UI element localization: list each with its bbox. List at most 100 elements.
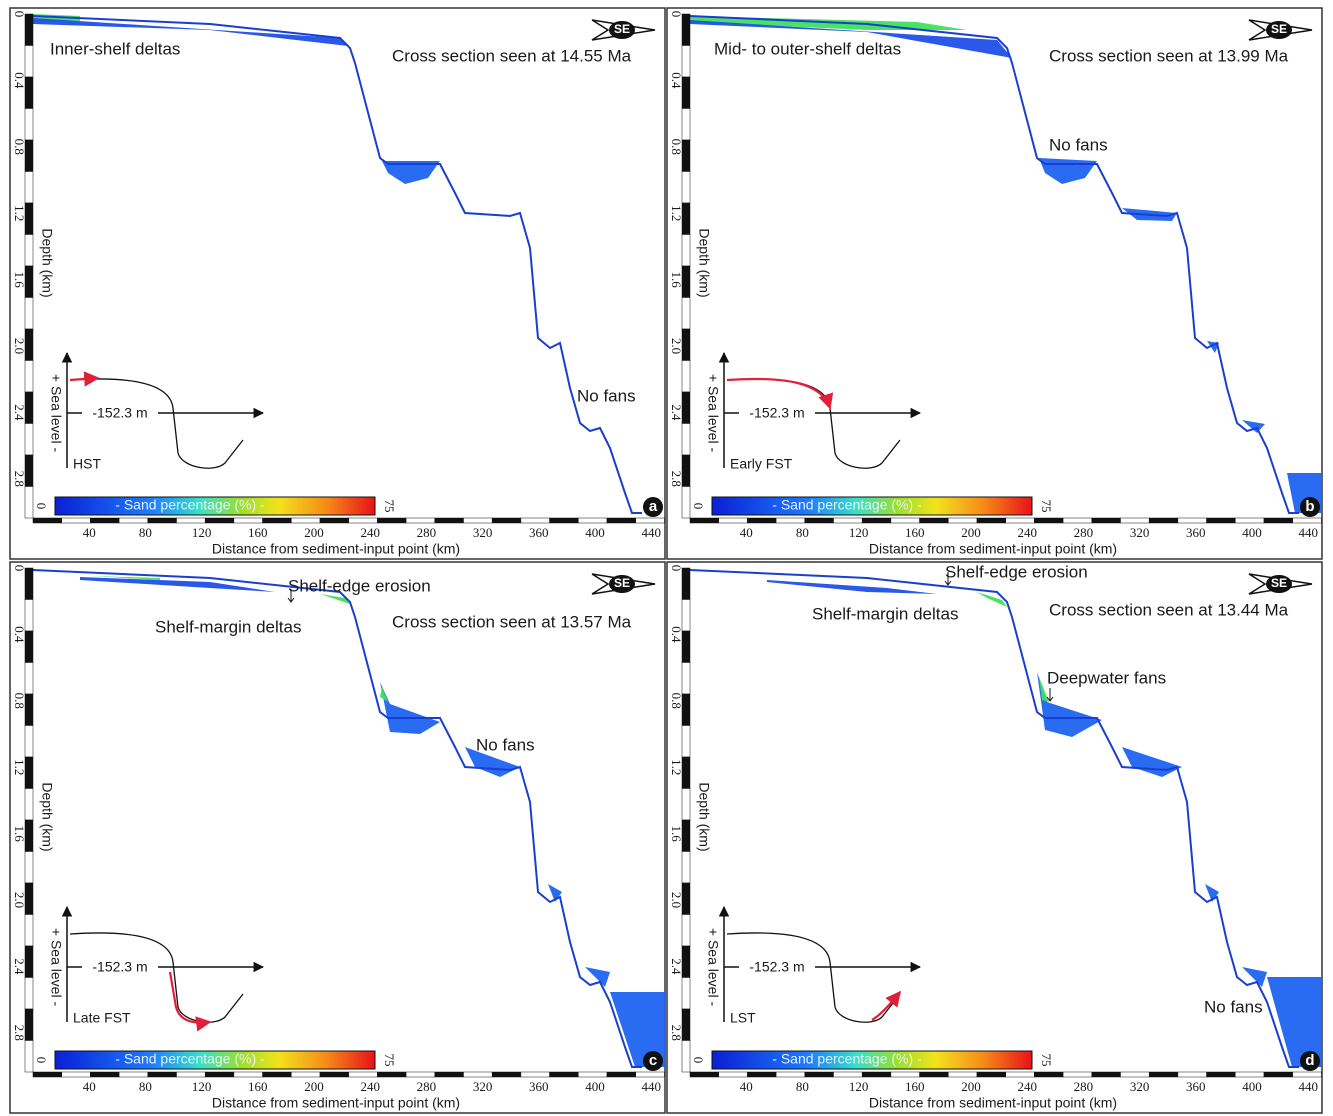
compass-label: SE — [614, 576, 630, 590]
distance-strip — [1177, 517, 1207, 524]
sand-body — [382, 161, 440, 184]
distance-strip — [549, 1071, 579, 1078]
distance-tick-label: 440 — [641, 525, 661, 540]
depth-strip — [681, 1040, 691, 1073]
sea-level-trend — [168, 971, 212, 1032]
seafloor-profile — [689, 15, 1299, 514]
distance-strip — [348, 1071, 378, 1078]
distance-strip — [861, 1071, 892, 1078]
distance-strip — [1177, 1071, 1207, 1078]
depth-tick-label: 2.8 — [12, 471, 27, 487]
colorbar-label: - Sand percentage (%) - — [115, 1051, 265, 1067]
depth-tick-label: 1.6 — [12, 271, 27, 288]
distance-tick-label: 440 — [641, 1079, 661, 1094]
sand-body — [380, 682, 440, 734]
datum-bg — [82, 405, 158, 421]
distance-strip — [606, 517, 636, 524]
depth-strip — [24, 914, 34, 947]
colorbar-label: - Sand percentage (%) - — [115, 497, 265, 513]
distance-tick-label: 80 — [796, 1079, 809, 1094]
depth-strip — [681, 423, 691, 456]
depth-tick-label: 2.0 — [669, 892, 684, 908]
panel: 0 0.4 0.8 1.2 1.6 2.0 2.4 2.8 Depth (km) 40 80 120 1… — [9, 561, 666, 1114]
distance-strip — [919, 517, 949, 524]
distance-strip — [833, 517, 863, 524]
distance-strip — [890, 1071, 920, 1078]
depth-tick-label: 0.8 — [669, 139, 684, 155]
compass-disk — [609, 21, 635, 39]
sand-body — [690, 20, 1012, 58]
depth-strip — [24, 234, 34, 267]
distance-tick-label: 200 — [961, 1079, 981, 1094]
depth-tick-label: 1.2 — [669, 205, 684, 221]
depth-strip — [681, 234, 691, 267]
distance-tick-label: 40 — [740, 525, 753, 540]
cross-section-label: Cross section seen at 14.55 Ma — [392, 46, 632, 65]
depth-tick-label: 2.4 — [12, 958, 27, 975]
distance-strip — [1005, 1071, 1035, 1078]
distance-strip — [90, 517, 120, 524]
sand-body — [767, 580, 937, 594]
distance-strip — [233, 1071, 263, 1078]
sea-level-trend — [871, 990, 901, 1021]
distance-tick-label: 120 — [192, 1079, 212, 1094]
distance-strip — [463, 1071, 493, 1078]
depth-tick-label: 2.8 — [669, 471, 684, 487]
distance-tick-label: 320 — [1130, 1079, 1150, 1094]
depth-tick-label: 2.0 — [12, 338, 27, 354]
sand-body — [80, 577, 275, 592]
seafloor-profile — [32, 569, 642, 1068]
distance-strip — [976, 517, 1006, 524]
distance-tick-label: 240 — [1017, 1079, 1036, 1094]
distance-strip — [262, 517, 292, 524]
distance-strip — [61, 517, 91, 524]
panel-letter: a — [649, 498, 658, 515]
panel-frame — [666, 561, 1323, 1114]
panel-letter-disk — [643, 497, 663, 517]
distance-tick-label: 360 — [529, 1079, 549, 1094]
distance-tick-label: 160 — [905, 1079, 925, 1094]
distance-strip — [463, 517, 493, 524]
distance-strip — [348, 517, 378, 524]
distance-tick-label: 160 — [248, 1079, 268, 1094]
depth-tick-label: 1.2 — [12, 759, 27, 775]
depth-tick-label: 2.0 — [12, 892, 27, 908]
compass-disk — [1266, 575, 1292, 593]
distance-strip — [1148, 517, 1179, 524]
depth-axis-title: Depth (km) — [39, 782, 55, 851]
distance-axis-title: Distance from sediment-input point (km) — [212, 1095, 460, 1111]
depth-tick-label: 2.8 — [12, 1025, 27, 1041]
distance-strip — [948, 517, 978, 524]
distance-strip — [861, 517, 892, 524]
depth-strip — [24, 1040, 34, 1073]
depth-strip — [24, 567, 34, 600]
annotation-marker — [944, 572, 952, 586]
distance-strip — [689, 517, 719, 524]
distance-strip — [919, 1071, 949, 1078]
cross-section-label: Cross section seen at 13.99 Ma — [1049, 46, 1289, 65]
compass-label: SE — [1271, 576, 1287, 590]
datum-label: -152.3 m — [749, 959, 804, 975]
sea-level-axis-label: + Sea level - — [705, 374, 721, 453]
depth-tick-label: 2.8 — [669, 1025, 684, 1041]
distance-strip — [1292, 1071, 1322, 1078]
panel: 0 0.4 0.8 1.2 1.6 2.0 2.4 2.8 Depth (km) 40 80 120 1… — [666, 561, 1323, 1114]
distance-strip — [118, 1071, 149, 1078]
datum-label: -152.3 m — [92, 959, 147, 975]
distance-strip — [1206, 517, 1236, 524]
distance-strip — [118, 517, 149, 524]
distance-strip — [804, 517, 834, 524]
distance-tick-label: 280 — [1074, 1079, 1094, 1094]
depth-tick-label: 2.0 — [669, 338, 684, 354]
distance-tick-label: 240 — [360, 1079, 380, 1094]
distance-tick-label: 400 — [585, 525, 605, 540]
distance-strip — [718, 1071, 748, 1078]
distance-strip — [434, 1071, 464, 1078]
panel-letter: c — [649, 1052, 657, 1069]
distance-strip — [262, 1071, 292, 1078]
distance-strip — [1263, 517, 1293, 524]
colorbar-max: 75 — [382, 500, 397, 513]
colorbar-label: - Sand percentage (%) - — [772, 1051, 922, 1067]
distance-strip — [948, 1071, 978, 1078]
depth-strip — [24, 13, 34, 46]
